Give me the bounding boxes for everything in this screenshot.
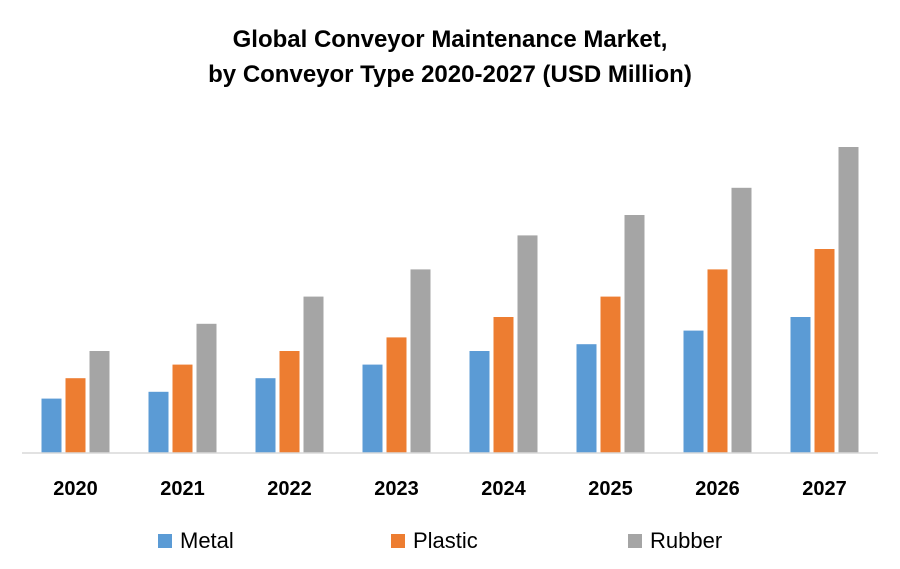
bar-plastic-2021 [172,364,193,453]
bar-rubber-2020 [89,351,110,453]
x-tick-label-2025: 2025 [588,478,633,500]
bar-metal-2020 [41,398,62,453]
bar-rubber-2021 [196,323,217,453]
bar-plastic-2025 [600,296,621,453]
legend-item-rubber: Rubber [628,526,722,556]
bar-metal-2025 [576,344,597,453]
bar-metal-2021 [148,391,169,453]
legend-swatch-metal [158,534,172,548]
legend-swatch-rubber [628,534,642,548]
x-tick-label-2020: 2020 [53,478,98,500]
legend: Metal Plastic Rubber [0,526,900,556]
bar-plastic-2023 [386,337,407,453]
legend-label-plastic: Plastic [413,528,478,553]
bar-rubber-2022 [303,296,324,453]
bar-rubber-2023 [410,269,431,453]
bar-plastic-2022 [279,351,300,453]
x-tick-label-2024: 2024 [481,478,526,500]
x-tick-label-2022: 2022 [267,478,312,500]
bar-rubber-2024 [517,235,538,453]
chart-title: Global Conveyor Maintenance Market, by C… [0,22,900,92]
chart-title-line-2: by Conveyor Type 2020-2027 (USD Million) [208,61,692,88]
bar-metal-2027 [790,317,811,453]
legend-swatch-plastic [391,534,405,548]
bar-rubber-2026 [731,187,752,454]
chart-title-line-1: Global Conveyor Maintenance Market, [232,26,668,53]
legend-label-rubber: Rubber [650,528,723,553]
x-tick-label-2026: 2026 [695,478,740,500]
x-tick-label-2023: 2023 [374,478,419,500]
bar-plastic-2020 [65,378,86,453]
x-tick-label-2021: 2021 [160,478,205,500]
bar-rubber-2025 [624,215,645,453]
bar-plastic-2026 [707,269,728,453]
legend-item-plastic: Plastic [391,526,478,556]
bar-plastic-2027 [814,249,835,453]
bar-metal-2026 [683,330,704,453]
bar-metal-2024 [469,351,490,453]
x-tick-labels: 2020 2021 2022 2023 2024 2025 2026 2027 [53,478,847,500]
bar-metal-2022 [255,378,276,453]
bars-group [41,147,859,454]
x-tick-label-2027: 2027 [802,478,847,500]
bar-metal-2023 [362,364,383,453]
bar-plastic-2024 [493,317,514,453]
legend-item-metal: Metal [158,526,234,556]
legend-label-metal: Metal [180,528,234,553]
bar-rubber-2027 [838,147,859,453]
